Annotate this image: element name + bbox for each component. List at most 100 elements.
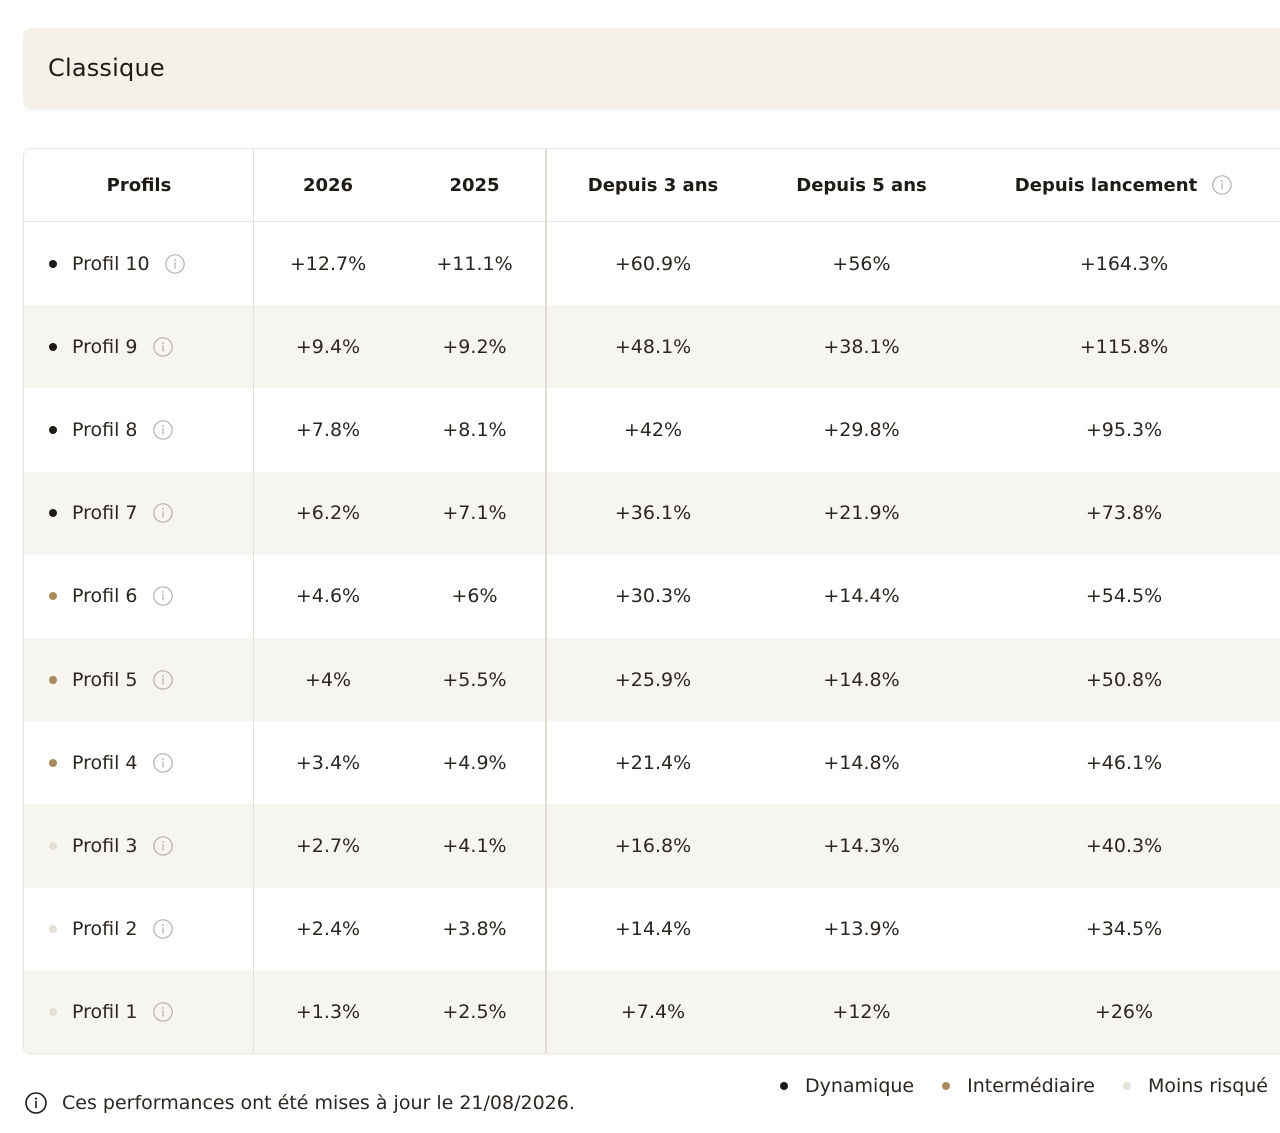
column-divider: [545, 149, 547, 1053]
table-row: Profil 7 +6.2% +7.1% +36.1% +21.9% +73.8%: [24, 471, 1280, 555]
value-2026: +12.7%: [289, 252, 367, 275]
value-since-5-years: +38.1%: [823, 335, 900, 358]
value-2026: +4.6%: [295, 585, 361, 608]
value-since-launch: +34.5%: [1085, 918, 1163, 941]
legend-dot: [779, 1082, 788, 1090]
value-2026: +3.4%: [295, 751, 361, 774]
legend-item: Dynamique: [779, 1075, 914, 1097]
table-row: Profil 5 +4% +5.5% +25.9% +14.8% +50.8%: [24, 638, 1280, 722]
info-circle-icon[interactable]: [152, 502, 174, 524]
value-2026: +2.7%: [295, 834, 361, 857]
info-circle-icon[interactable]: [152, 669, 174, 691]
value-2026: +4%: [304, 668, 352, 691]
legend: Dynamique Intermédiaire Moins risqué: [752, 1075, 1268, 1097]
profile-name: Profil 4: [72, 751, 138, 774]
value-since-3-years: +42%: [623, 418, 683, 441]
section-title: Classique: [48, 54, 165, 82]
value-since-launch: +46.1%: [1085, 751, 1163, 774]
info-circle-icon[interactable]: [152, 918, 174, 940]
value-2026: +9.4%: [295, 335, 361, 358]
table-row: Profil 8 +7.8% +8.1% +42% +29.8% +95.3%: [24, 388, 1280, 471]
value-2025: +7.1%: [442, 502, 507, 525]
info-circle-icon[interactable]: [152, 585, 174, 607]
profile-cell: Profil 8: [24, 388, 254, 471]
value-since-5-years: +13.9%: [823, 918, 900, 941]
tier-dot: [49, 259, 57, 268]
value-since-3-years: +14.4%: [614, 918, 692, 941]
tier-dot: [49, 425, 57, 434]
value-since-launch: +54.5%: [1085, 585, 1163, 608]
table-row: Profil 1 +1.3% +2.5% +7.4% +12% +26%: [24, 970, 1280, 1053]
header-2026: 2026: [302, 174, 354, 196]
profile-cell: Profil 4: [24, 721, 254, 804]
value-2025: +3.8%: [442, 918, 507, 941]
value-since-launch: +95.3%: [1085, 418, 1163, 441]
value-2026: +2.4%: [295, 918, 361, 941]
profile-cell: Profil 9: [24, 305, 254, 388]
profile-name: Profil 8: [72, 418, 138, 441]
profile-name: Profil 2: [72, 918, 138, 941]
column-divider: [253, 149, 254, 1053]
value-since-launch: +40.3%: [1085, 834, 1163, 857]
table-header-row: Profils 2026 2025 Depuis 3 ans Depuis 5 …: [24, 149, 1280, 222]
value-2025: +9.2%: [442, 335, 507, 358]
profile-cell: Profil 5: [24, 638, 254, 721]
profile-name: Profil 3: [72, 834, 138, 857]
table-row: Profil 10 +12.7% +11.1% +60.9% +56% +164.3%: [24, 222, 1280, 305]
value-since-5-years: +14.8%: [823, 751, 900, 774]
value-since-3-years: +21.4%: [614, 751, 692, 774]
legend-item: Intermédiaire: [942, 1075, 1095, 1097]
info-circle-icon: [24, 1091, 48, 1115]
footer-note-text: Ces performances ont été mises à jour le…: [62, 1092, 575, 1114]
value-2026: +1.3%: [295, 1001, 361, 1024]
info-circle-icon[interactable]: [152, 419, 174, 441]
table-row: Profil 4 +3.4% +4.9% +21.4% +14.8% +46.1%: [24, 721, 1280, 804]
section-header: Classique: [23, 28, 1280, 108]
tier-dot: [49, 758, 57, 767]
info-circle-icon[interactable]: [152, 752, 174, 774]
info-circle-icon[interactable]: [164, 253, 186, 275]
value-since-5-years: +56%: [832, 252, 891, 275]
legend-label: Intermédiaire: [967, 1075, 1095, 1097]
profile-name: Profil 7: [72, 502, 138, 525]
tier-dot: [49, 675, 57, 684]
profile-cell: Profil 6: [24, 555, 254, 638]
profile-cell: Profil 10: [24, 222, 254, 305]
profile-name: Profil 6: [72, 585, 138, 608]
info-circle-icon[interactable]: [152, 835, 174, 857]
info-circle-icon[interactable]: [152, 336, 174, 358]
profile-name: Profil 9: [72, 335, 138, 358]
value-since-3-years: +48.1%: [614, 335, 692, 358]
value-since-launch: +73.8%: [1085, 502, 1163, 525]
table-row: Profil 3 +2.7% +4.1% +16.8% +14.3% +40.3%: [24, 804, 1280, 888]
value-since-5-years: +29.8%: [823, 418, 900, 441]
legend-dot: [942, 1082, 951, 1090]
value-since-3-years: +16.8%: [614, 834, 692, 857]
value-2025: +4.1%: [442, 834, 507, 857]
tier-dot: [49, 342, 57, 351]
profile-cell: Profil 7: [24, 472, 254, 555]
header-profiles: Profils: [106, 174, 172, 196]
info-circle-icon[interactable]: [1211, 174, 1233, 196]
value-since-3-years: +60.9%: [614, 252, 692, 275]
value-2026: +7.8%: [295, 418, 361, 441]
value-since-launch: +50.8%: [1085, 668, 1163, 691]
header-since-5-years: Depuis 5 ans: [796, 174, 927, 196]
value-since-3-years: +36.1%: [614, 502, 692, 525]
table-row: Profil 9 +9.4% +9.2% +48.1% +38.1% +115.8%: [24, 305, 1280, 389]
tier-dot: [49, 592, 57, 601]
header-since-launch-label: Depuis lancement: [1014, 174, 1198, 196]
performance-table: Profils 2026 2025 Depuis 3 ans Depuis 5 …: [23, 148, 1280, 1054]
value-since-5-years: +14.3%: [823, 834, 900, 857]
value-since-5-years: +14.4%: [823, 585, 900, 608]
value-since-5-years: +21.9%: [823, 502, 900, 525]
legend-label: Moins risqué: [1147, 1075, 1268, 1097]
legend-dot: [1122, 1082, 1131, 1090]
profile-name: Profil 1: [72, 1001, 138, 1024]
value-since-5-years: +14.8%: [823, 668, 900, 691]
tier-dot: [49, 841, 57, 850]
table-row: Profil 2 +2.4% +3.8% +14.4% +13.9% +34.5%: [24, 888, 1280, 971]
info-circle-icon[interactable]: [152, 1001, 174, 1023]
header-since-launch: Depuis lancement: [964, 149, 1280, 221]
value-since-launch: +164.3%: [1079, 252, 1169, 275]
